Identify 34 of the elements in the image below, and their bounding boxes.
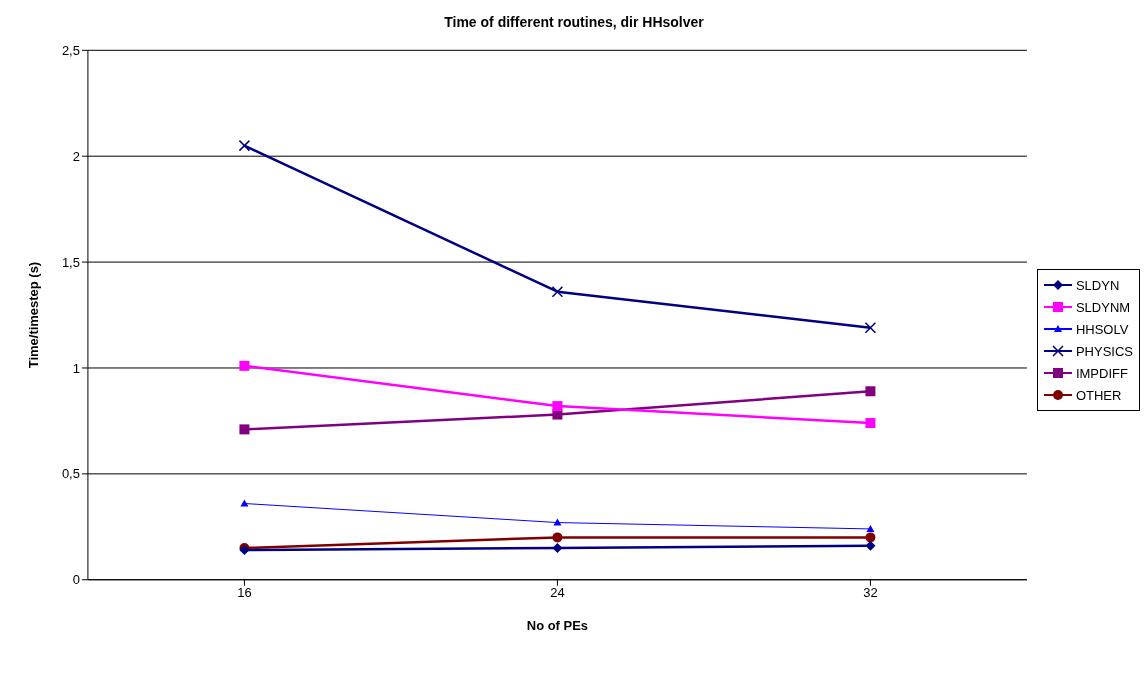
legend-label: PHYSICS xyxy=(1075,343,1133,359)
legend-label: HHSOLV xyxy=(1075,321,1129,337)
legend-label: SLDYN xyxy=(1075,277,1120,293)
point xyxy=(238,139,251,152)
point xyxy=(553,518,562,526)
point xyxy=(239,360,250,371)
chart-title: Time of different routines, dir HHsolver xyxy=(443,13,705,30)
point xyxy=(239,424,250,435)
x-axis-title: No of PEs xyxy=(526,617,589,633)
point xyxy=(864,321,877,334)
y-tick-label: 0 xyxy=(72,572,80,588)
x-tick-label: 24 xyxy=(550,584,565,600)
point xyxy=(866,524,875,532)
point xyxy=(865,540,876,551)
point xyxy=(240,499,249,507)
point xyxy=(552,409,563,420)
point xyxy=(552,542,563,553)
y-tick-label: 0,5 xyxy=(61,466,80,482)
point xyxy=(865,386,876,397)
y-tick-label: 1,5 xyxy=(61,254,80,270)
y-tick-label: 2 xyxy=(72,148,80,164)
point xyxy=(552,401,563,412)
point xyxy=(865,532,876,543)
y-tick-label: 2,5 xyxy=(61,42,80,58)
x-tick-label: 32 xyxy=(863,584,878,600)
legend-label: SLDYNM xyxy=(1075,299,1131,315)
point xyxy=(552,532,563,543)
point xyxy=(865,418,876,429)
point xyxy=(551,285,564,298)
x-tick-label: 16 xyxy=(237,584,252,600)
y-tick-label: 1 xyxy=(72,360,80,376)
legend-label: OTHER xyxy=(1075,387,1122,403)
legend-label: IMPDIFF xyxy=(1075,365,1128,381)
y-axis-title: Time/timestep (s) xyxy=(25,261,41,369)
